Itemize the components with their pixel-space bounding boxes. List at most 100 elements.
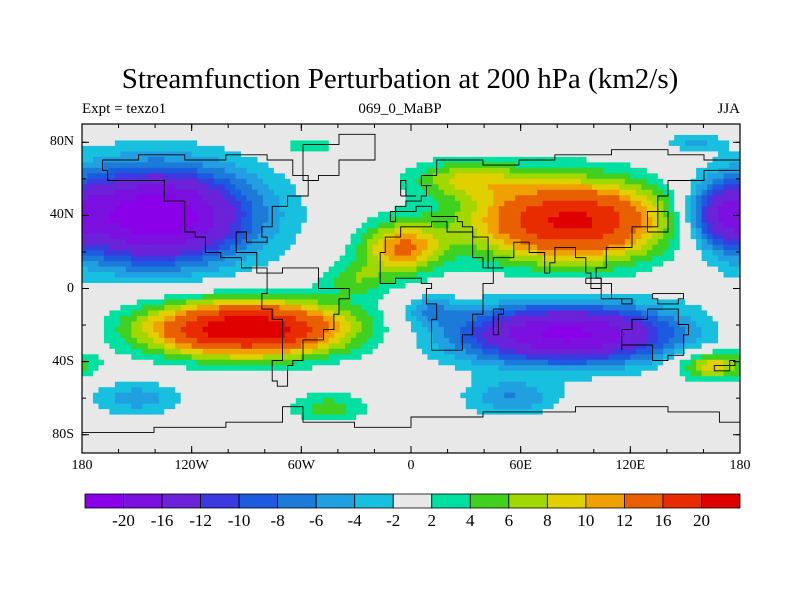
field-cell [405,145,412,153]
field-cell [548,222,555,229]
field-cell [164,129,171,136]
field-cell [213,140,220,147]
field-cell [367,129,374,136]
field-cell [197,151,204,158]
field-cell [284,255,291,262]
field-cell [334,167,341,174]
field-cell [460,129,467,136]
field-cell [383,124,390,131]
field-cell [191,310,198,317]
field-cell [526,233,533,240]
field-cell [405,348,412,355]
field-cell [526,184,533,191]
field-cell [82,315,89,322]
field-cell [109,288,116,295]
field-cell [613,304,620,312]
field-cell [432,348,440,355]
field-cell [361,173,368,180]
field-cell [378,337,385,344]
field-cell [493,167,500,174]
field-cell [356,283,363,290]
field-cell [306,304,313,312]
field-cell [619,189,626,196]
field-cell [257,288,264,295]
field-cell [202,321,209,328]
field-cell [443,266,450,273]
field-cell [334,233,341,240]
field-cell [646,184,653,191]
field-cell [136,200,143,207]
field-cell [235,206,242,213]
field-cell [624,293,631,301]
field-cell [707,228,714,235]
field-cell [432,272,440,279]
field-cell [635,124,642,131]
field-cell [87,195,94,202]
field-cell [191,239,198,246]
field-cell [136,184,143,191]
field-cell [125,277,132,284]
field-cell [537,233,544,240]
field-cell [169,337,176,344]
field-cell [718,337,725,344]
field-cell [663,233,670,240]
field-cell [701,217,708,224]
field-cell [87,145,94,153]
field-cell [597,255,604,262]
field-cell [509,304,516,312]
field-cell [559,332,566,339]
field-cell [432,255,440,262]
field-cell [504,200,511,207]
field-cell [306,162,313,169]
field-cell [301,310,308,317]
field-cell [602,156,609,163]
field-cell [405,304,412,312]
field-cell [432,200,440,207]
field-cell [125,337,132,344]
field-cell [729,178,736,185]
field-cell [290,134,297,142]
field-cell [383,222,390,229]
field-cell [114,151,121,158]
field-cell [164,200,171,207]
field-cell [361,134,368,142]
field-cell [465,145,472,153]
field-cell [202,315,209,322]
field-cell [504,321,511,328]
field-cell [317,332,324,339]
field-cell [460,184,467,191]
field-cell [142,288,149,295]
field-cell [465,261,472,268]
field-cell [460,288,467,295]
field-cell [591,244,599,251]
field-cell [87,343,94,350]
field-cell [729,288,736,295]
field-cell [251,326,259,333]
field-cell [421,348,429,355]
field-cell [279,239,286,246]
field-cell [290,277,297,284]
field-cell [482,228,489,235]
field-cell [520,299,527,306]
field-cell [87,315,94,322]
field-cell [564,211,571,218]
field-cell [718,272,725,279]
field-cell [421,315,429,322]
field-cell [361,272,368,279]
field-cell [564,255,571,262]
field-cell [120,310,127,317]
field-cell [367,250,374,257]
field-cell [92,277,100,284]
field-cell [526,124,533,131]
field-cell [548,304,555,312]
field-cell [175,288,182,295]
field-cell [635,129,642,136]
field-cell [663,321,670,328]
field-cell [526,222,533,229]
field-cell [509,299,516,306]
field-cell [608,326,615,333]
field-cell [114,145,121,153]
field-cell [707,244,714,251]
field-cell [114,189,121,196]
field-cell [718,206,725,213]
